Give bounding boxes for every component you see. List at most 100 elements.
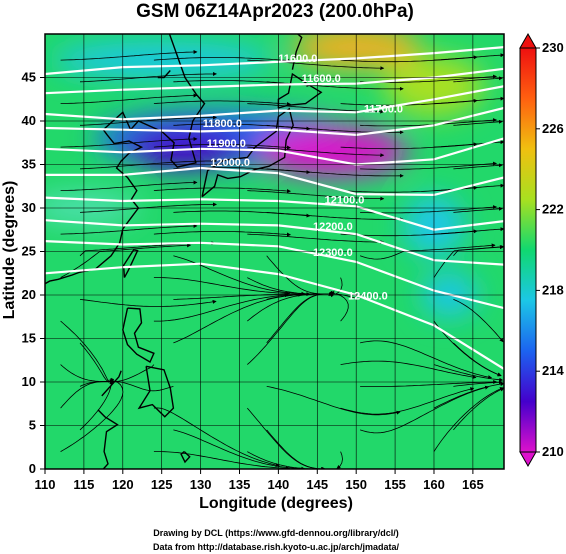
coastline-2 <box>277 72 323 109</box>
streamline-23 <box>340 360 477 380</box>
streamline-89 <box>453 76 503 83</box>
streamline-79 <box>453 119 503 126</box>
y-tick-label-10: 10 <box>22 374 36 389</box>
x-axis-ticks: 110 115 120 125 130 135 140 145 150 155 160 165 <box>35 469 484 492</box>
streamline-47 <box>266 255 334 298</box>
streamline-90 <box>60 49 198 61</box>
x-tick-label-155: 155 <box>384 477 406 492</box>
streamline-69 <box>453 163 503 170</box>
streamline-60 <box>60 180 198 191</box>
streamline-58 <box>360 205 498 214</box>
colorbar-bottom-arrow <box>519 451 537 468</box>
plot-area: 11600.0 11600.0 11700.0 11800.0 11900.0 12000… <box>45 34 504 469</box>
contour-label-8: 12300.0 <box>313 247 353 259</box>
colorbar-bar <box>519 47 537 453</box>
streamline-12 <box>246 407 326 469</box>
contour-label-4: 11900.0 <box>207 138 246 150</box>
chart-title: GSM 06Z14Apr2023 (200.0hPa) <box>136 1 414 22</box>
y-tick-label-25: 25 <box>22 244 36 259</box>
streamline-51 <box>153 231 291 237</box>
streamline-18 <box>360 379 498 387</box>
contour-label-5: 12000.0 <box>210 157 250 169</box>
streamline-85 <box>79 71 217 83</box>
contour-label-1: 11600.0 <box>302 73 341 85</box>
streamline-1 <box>153 451 291 469</box>
x-tick-label-125: 125 <box>151 477 173 492</box>
field-dark-blue <box>125 125 246 170</box>
streamline-34 <box>433 320 502 377</box>
colorbar-tick-label-226: 226 <box>542 121 564 136</box>
streamline-91 <box>153 57 291 63</box>
streamline-28 <box>360 340 493 380</box>
colorbar-tick-label-210: 210 <box>542 444 564 459</box>
colorbar-tick-label-214: 214 <box>542 363 564 378</box>
streamline-81 <box>153 100 291 107</box>
credit-line-2: Data from http://database.rish.kyoto-u.a… <box>153 542 400 552</box>
streamline-6 <box>173 429 306 469</box>
contour-label-3: 11800.0 <box>203 118 242 130</box>
streamline-68 <box>360 161 498 170</box>
streamline-48 <box>359 243 496 260</box>
contour-label-9: 12400.0 <box>348 290 388 302</box>
streamline-64 <box>433 183 504 191</box>
streamline-59 <box>453 206 503 213</box>
streamline-41 <box>153 277 291 296</box>
streamline-71 <box>153 144 291 150</box>
coastline-8 <box>97 409 119 469</box>
contour-label-0: 11600.0 <box>278 53 317 65</box>
streamline-11 <box>153 407 280 467</box>
coastline-6 <box>137 365 175 418</box>
coastline-7 <box>101 370 122 397</box>
y-tick-label-35: 35 <box>22 157 36 172</box>
streamline-62 <box>247 190 385 201</box>
x-tick-label-150: 150 <box>345 477 367 492</box>
coastline-1 <box>201 107 294 198</box>
streamline-49 <box>453 244 504 257</box>
credit-line-1: Drawing by DCL (https://www.gfd-dennou.o… <box>153 528 399 538</box>
contour-label-6: 12100.0 <box>325 195 365 207</box>
streamline-4 <box>433 387 504 452</box>
colorbar-top-arrow <box>519 32 537 49</box>
y-tick-label-30: 30 <box>22 200 36 215</box>
coastline-12 <box>180 451 191 464</box>
contour-labels: 11600.0 11600.0 11700.0 11800.0 11900.0 12000… <box>203 53 403 303</box>
streamline-31 <box>153 293 289 322</box>
colorbar-tick-label-230: 230 <box>542 40 564 55</box>
streamline-78 <box>360 118 498 127</box>
streamline-9 <box>453 387 504 431</box>
x-tick-label-165: 165 <box>462 477 484 492</box>
coastline-0 <box>102 34 206 168</box>
y-axis-ticks: 0 5 10 15 20 25 30 35 40 45 <box>22 70 45 476</box>
y-tick-label-20: 20 <box>22 287 36 302</box>
x-tick-label-160: 160 <box>423 477 445 492</box>
streamline-14 <box>433 382 504 409</box>
streamline-19 <box>453 380 503 387</box>
x-tick-label-115: 115 <box>73 477 94 492</box>
x-tick-label-120: 120 <box>112 477 134 492</box>
x-tick-label-135: 135 <box>229 477 251 492</box>
streamline-17 <box>266 386 401 416</box>
x-tick-label-110: 110 <box>35 477 56 492</box>
coastline-5 <box>122 307 155 364</box>
streamline-80 <box>60 93 198 104</box>
streamline-8 <box>359 385 490 434</box>
y-tick-label-15: 15 <box>22 331 36 346</box>
streamline-84 <box>433 96 504 104</box>
y-tick-label-5: 5 <box>29 418 36 433</box>
streamline-3 <box>336 451 343 469</box>
contour-label-2: 11700.0 <box>364 103 403 115</box>
x-tick-label-130: 130 <box>190 477 212 492</box>
contour-label-7: 12200.0 <box>313 221 353 233</box>
streamline-40 <box>60 243 192 278</box>
colorbar-tick-label-222: 222 <box>542 202 564 217</box>
streamline-50 <box>60 223 198 235</box>
streamline-57 <box>266 212 404 222</box>
y-tick-label-0: 0 <box>29 461 36 476</box>
coastline-9 <box>45 129 144 285</box>
streamline-39 <box>453 299 504 343</box>
streamline-75 <box>79 115 217 126</box>
streamline-65 <box>79 158 217 170</box>
colorbar-tick-label-218: 218 <box>542 282 564 297</box>
x-axis-label: Longitude (degrees) <box>199 495 353 512</box>
